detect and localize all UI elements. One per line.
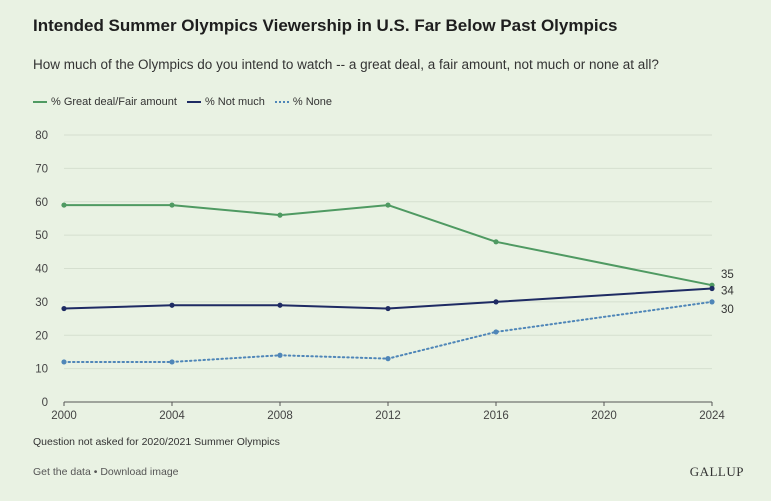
legend-item-none: % None bbox=[274, 96, 333, 108]
legend-item-notmuch: % Not much bbox=[186, 96, 265, 108]
y-tick-label-70: 70 bbox=[35, 163, 48, 175]
legend-swatch-notmuch bbox=[186, 101, 201, 103]
get-data-link[interactable]: Get the data bbox=[33, 466, 91, 478]
x-tick-label-2012: 2012 bbox=[375, 410, 401, 422]
data-point-notmuch-2004 bbox=[169, 302, 175, 308]
chart-title: Intended Summer Olympics Viewership in U… bbox=[33, 16, 618, 35]
end-label-notmuch: 34 bbox=[721, 286, 734, 298]
data-point-great-2012 bbox=[385, 202, 391, 208]
data-point-great-2000 bbox=[61, 202, 67, 208]
series-line-none bbox=[63, 300, 713, 363]
x-tick-label-2008: 2008 bbox=[267, 410, 293, 422]
download-image-link[interactable]: Download image bbox=[100, 466, 179, 478]
data-point-notmuch-2012 bbox=[385, 305, 391, 312]
chart-legend: % Great deal/Fair amount % Not much % No… bbox=[33, 96, 342, 108]
y-tick-label-30: 30 bbox=[35, 297, 48, 309]
end-label-none: 30 bbox=[721, 304, 734, 316]
x-tick-label-2024: 2024 bbox=[699, 410, 725, 422]
data-point-none-2000 bbox=[61, 359, 67, 365]
legend-label-great: % Great deal/Fair amount bbox=[51, 96, 177, 108]
data-point-notmuch-2024 bbox=[709, 285, 715, 292]
data-point-notmuch-2016 bbox=[493, 299, 499, 305]
x-tick-label-2020: 2020 bbox=[591, 410, 617, 422]
x-tick-label-2000: 2000 bbox=[51, 410, 77, 422]
data-point-none-2008 bbox=[277, 352, 283, 358]
y-tick-label-20: 20 bbox=[35, 330, 48, 342]
legend-label-none: % None bbox=[292, 96, 333, 108]
data-point-none-2016 bbox=[493, 329, 499, 335]
series-line-notmuch bbox=[63, 287, 713, 310]
data-point-notmuch-2008 bbox=[277, 302, 283, 308]
y-tick-label-40: 40 bbox=[35, 264, 48, 276]
chart-footnote: Question not asked for 2020/2021 Summer … bbox=[33, 436, 280, 448]
legend-swatch-none bbox=[274, 101, 289, 103]
legend-swatch-great bbox=[33, 101, 47, 103]
y-tick-label-10: 10 bbox=[35, 364, 48, 376]
y-tick-label-80: 80 bbox=[35, 130, 48, 142]
data-point-great-2008 bbox=[277, 212, 283, 218]
x-tick-label-2004: 2004 bbox=[159, 410, 185, 422]
legend-item-great: % Great deal/Fair amount bbox=[33, 96, 177, 108]
data-point-great-2004 bbox=[169, 202, 175, 208]
end-label-great: 35 bbox=[721, 269, 734, 281]
data-point-great-2016 bbox=[493, 239, 499, 245]
legend-label-notmuch: % Not much bbox=[204, 96, 265, 108]
chart-subtitle: How much of the Olympics do you intend t… bbox=[33, 57, 659, 72]
y-tick-label-50: 50 bbox=[35, 230, 48, 242]
data-point-none-2024 bbox=[709, 299, 715, 305]
x-tick-label-2016: 2016 bbox=[483, 410, 509, 422]
footer-separator: • bbox=[90, 466, 101, 478]
data-point-none-2012 bbox=[385, 356, 391, 362]
data-point-none-2004 bbox=[169, 359, 175, 365]
footer-links: Get the data • Download image bbox=[33, 466, 179, 478]
y-tick-label-60: 60 bbox=[35, 197, 48, 209]
data-point-notmuch-2000 bbox=[61, 305, 67, 312]
y-tick-label-0: 0 bbox=[42, 397, 48, 409]
series-line-great bbox=[64, 204, 713, 287]
gallup-logo: GALLUP bbox=[689, 464, 744, 479]
